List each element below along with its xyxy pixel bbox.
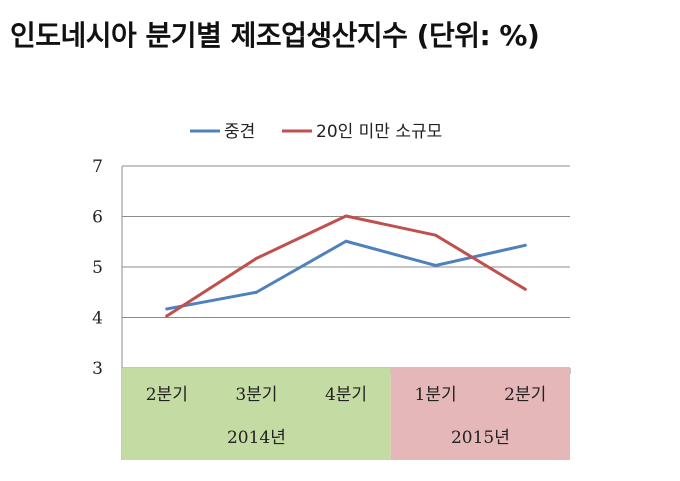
legend-label-0: 중견 xyxy=(224,122,255,142)
data-point xyxy=(523,287,527,291)
year-label: 2014년 xyxy=(227,428,286,448)
chart-title: 인도네시아 분기별 제조업생산지수 (단위: %) xyxy=(10,19,540,52)
data-point xyxy=(254,256,258,260)
year-label: 2015년 xyxy=(451,428,510,448)
y-tick-label: 5 xyxy=(92,258,103,278)
year-band-1 xyxy=(390,368,570,460)
data-point xyxy=(434,263,438,267)
x-category-label: 2분기 xyxy=(504,385,546,405)
data-point xyxy=(434,233,438,237)
legend: 중견 20인 미만 소규모 xyxy=(190,122,442,142)
y-tick-label: 4 xyxy=(92,309,103,329)
data-point xyxy=(523,243,527,247)
data-point xyxy=(254,290,258,294)
x-category-label: 3분기 xyxy=(235,385,277,405)
x-category-label: 2분기 xyxy=(146,385,188,405)
data-point xyxy=(344,239,348,243)
data-point xyxy=(344,214,348,218)
y-tick-label: 3 xyxy=(92,359,103,379)
series-line-0 xyxy=(165,239,527,311)
legend-label-1: 20인 미만 소규모 xyxy=(316,122,442,142)
y-tick-label: 7 xyxy=(92,157,103,177)
data-point xyxy=(165,314,169,318)
y-tick-label: 6 xyxy=(92,208,103,228)
series-lines xyxy=(165,214,527,318)
category-bands: 2014년 2015년 xyxy=(122,368,570,460)
y-axis-ticks: 3 4 5 6 7 xyxy=(92,157,103,379)
x-category-label: 4분기 xyxy=(325,385,367,405)
series-line-1 xyxy=(165,214,527,318)
x-axis-categories: 2분기 3분기 4분기 1분기 2분기 xyxy=(146,385,547,405)
x-category-label: 1분기 xyxy=(415,385,457,405)
year-band-0 xyxy=(122,368,391,460)
data-point xyxy=(165,307,169,311)
